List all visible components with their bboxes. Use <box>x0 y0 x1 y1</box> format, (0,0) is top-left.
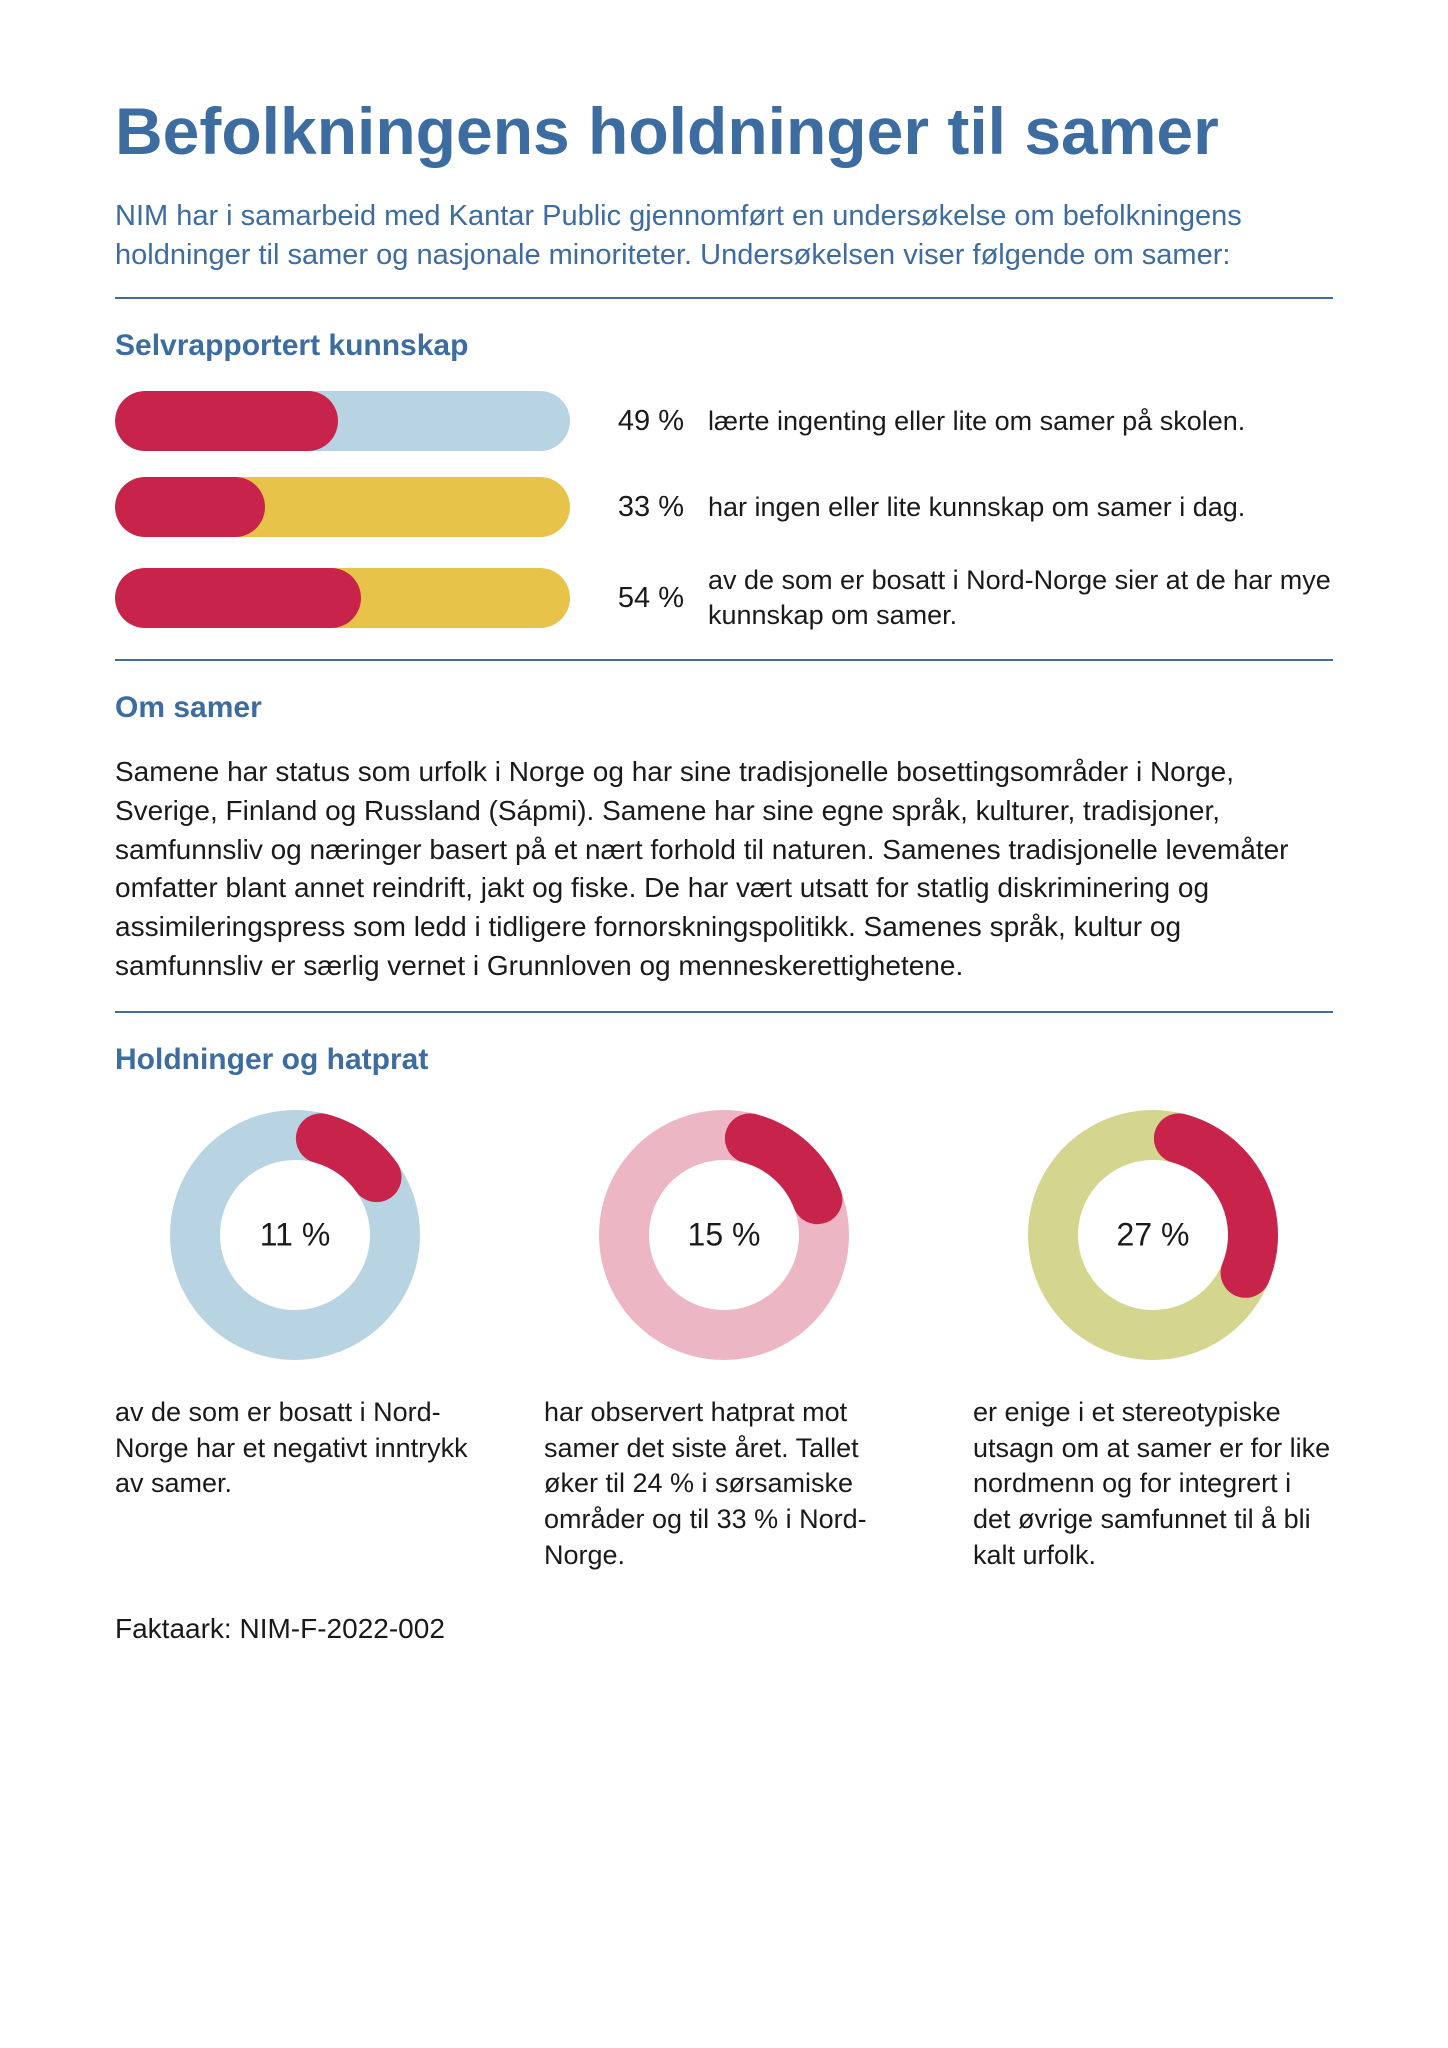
bar-chart: 49 % lærte ingenting eller lite om samer… <box>115 391 1333 633</box>
bar-track <box>115 391 570 451</box>
divider <box>115 659 1333 661</box>
bar-row: 49 % lærte ingenting eller lite om samer… <box>115 391 1333 451</box>
donut-row: 11 % av de som er bosatt i Nord-Norge ha… <box>115 1105 1333 1573</box>
donut-column: 11 % av de som er bosatt i Nord-Norge ha… <box>115 1105 475 1573</box>
bar-description: lærte ingenting eller lite om samer på s… <box>708 404 1333 439</box>
bar-fill <box>115 568 361 628</box>
donut-column: 15 % har observert hatprat mot samer det… <box>544 1105 904 1573</box>
bar-fill <box>115 391 338 451</box>
section-heading-attitudes: Holdninger og hatprat <box>115 1043 1333 1077</box>
divider <box>115 1011 1333 1013</box>
page-title: Befolkningens holdninger til samer <box>115 95 1333 169</box>
bar-description: har ingen eller lite kunnskap om samer i… <box>708 490 1333 525</box>
bar-fill <box>115 477 265 537</box>
bar-description: av de som er bosatt i Nord-Norge sier at… <box>708 563 1333 633</box>
donut-percent: 11 % <box>260 1217 331 1254</box>
donut-column: 27 % er enige i et stereo­typiske utsagn… <box>973 1105 1333 1573</box>
bar-percent: 49 % <box>594 405 684 438</box>
divider <box>115 297 1333 299</box>
intro-text: NIM har i samarbeid med Kantar Public gj… <box>115 197 1333 275</box>
donut-percent: 15 % <box>688 1217 761 1254</box>
about-text: Samene har status som urfolk i Norge og … <box>115 753 1333 985</box>
donut-chart: 15 % <box>594 1105 854 1365</box>
donut-chart: 27 % <box>1023 1105 1283 1365</box>
donut-percent: 27 % <box>1117 1217 1190 1254</box>
donut-description: er enige i et stereo­typiske utsagn om a… <box>973 1395 1333 1573</box>
section-heading-about: Om samer <box>115 691 1333 725</box>
bar-percent: 54 % <box>594 582 684 615</box>
footer-reference: Faktaark: NIM-F-2022-002 <box>115 1613 1333 1645</box>
donut-description: av de som er bosatt i Nord-Norge har et … <box>115 1395 475 1502</box>
donut-chart: 11 % <box>165 1105 425 1365</box>
bar-track <box>115 477 570 537</box>
bar-row: 54 % av de som er bosatt i Nord-Norge si… <box>115 563 1333 633</box>
bar-row: 33 % har ingen eller lite kunnskap om sa… <box>115 477 1333 537</box>
bar-track <box>115 568 570 628</box>
section-heading-knowledge: Selvrapportert kunnskap <box>115 329 1333 363</box>
bar-percent: 33 % <box>594 491 684 524</box>
donut-description: har observert hatprat mot samer det sist… <box>544 1395 904 1573</box>
